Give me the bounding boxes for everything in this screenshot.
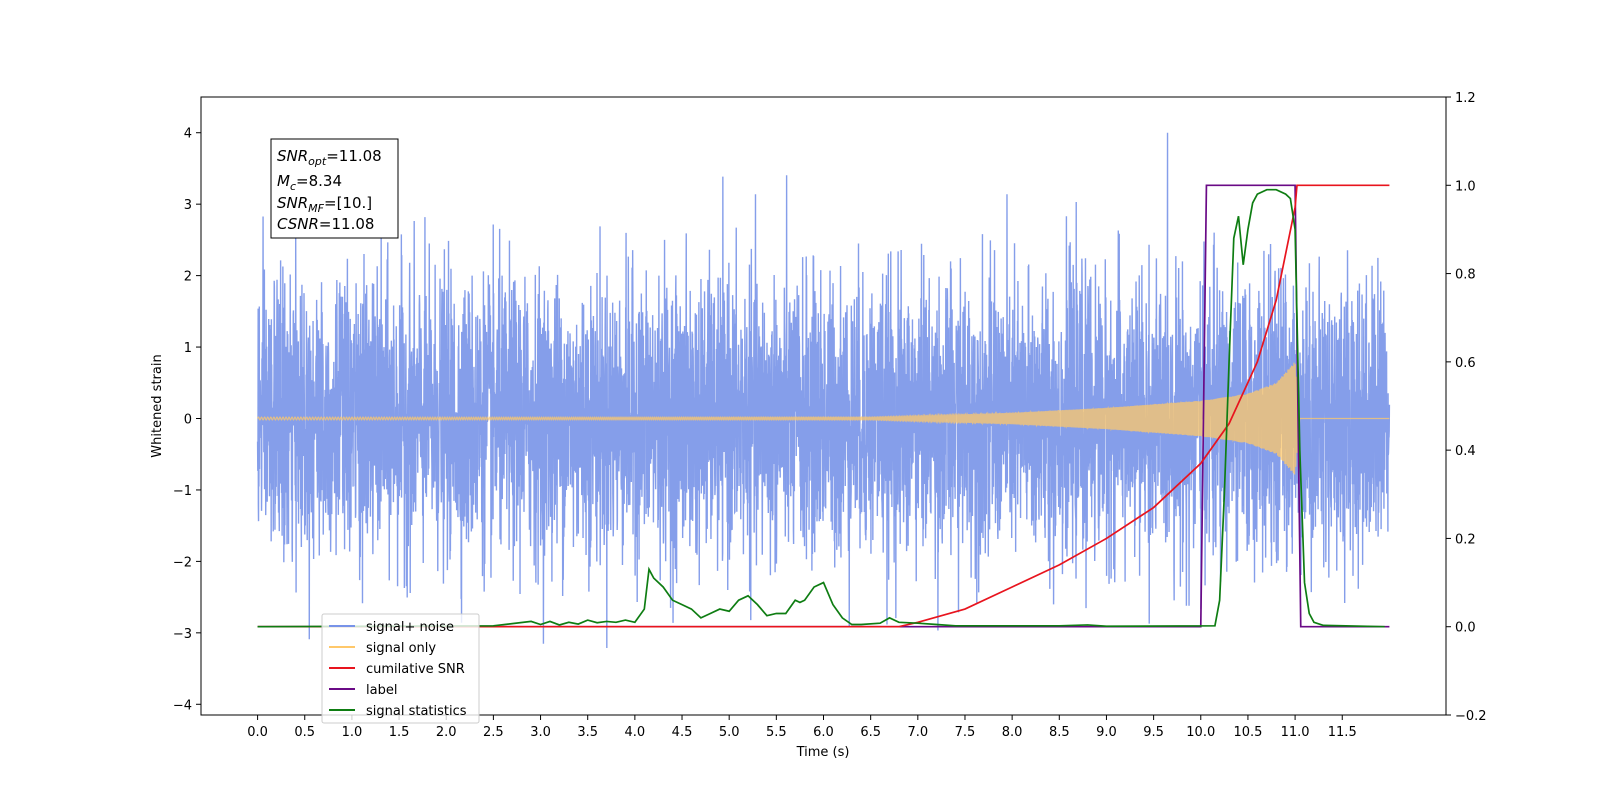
x-tick-label: 3.0 [530,725,551,740]
x-tick-label: 6.5 [860,725,881,740]
x-tick-label: 0.5 [294,725,315,740]
x-tick-label: 1.5 [389,725,410,740]
x-tick-label: 3.5 [577,725,598,740]
signal-statistics-line [257,188,1385,628]
y-axis-label: Whitened strain [150,354,165,457]
y2-tick-label: 0.8 [1455,268,1476,283]
legend-entry: signal only [366,641,436,656]
x-tick-label: 5.5 [766,725,787,740]
y-axis-left: −4 −3 −2 −1 0 1 2 3 4 [173,127,201,713]
x-tick-label: 4.0 [625,725,646,740]
y2-tick-label: −0.2 [1455,709,1487,724]
legend-entry: cumilative SNR [366,662,465,677]
cumilative-snr-line [257,184,1390,628]
y2-tick-label: 1.0 [1455,179,1476,194]
y-tick-label: 2 [184,270,192,285]
legend-entry: signal statistics [366,704,467,719]
plot-area [256,132,1391,649]
x-tick-label: 5.0 [719,725,740,740]
signal-only-series [257,362,1390,475]
annotation-line: Mc=8.34 [277,172,342,193]
x-tick-label: 0.0 [247,725,268,740]
x-tick-label: 9.0 [1096,725,1117,740]
y2-tick-label: 0.0 [1455,621,1476,636]
x-tick-label: 4.5 [672,725,693,740]
x-tick-label: 2.5 [483,725,504,740]
x-axis-label: Time (s) [796,745,850,760]
x-tick-label: 1.0 [342,725,363,740]
y-tick-label: −4 [173,698,192,713]
signal-only-line [257,362,1390,475]
y-tick-label: 0 [184,413,192,428]
x-tick-label: 11.0 [1281,725,1310,740]
signal-noise-series [256,132,1391,649]
x-tick-label: 10.0 [1186,725,1215,740]
right-axis-series [257,184,1390,628]
y2-tick-label: 1.2 [1455,91,1476,106]
x-tick-label: 7.0 [907,725,928,740]
y-tick-label: −1 [173,484,192,499]
annotation-box: SNRopt=11.08 Mc=8.34 SNRMF=[10.] CSNR=11… [270,138,399,239]
x-tick-label: 9.5 [1143,725,1164,740]
x-tick-label: 8.0 [1002,725,1023,740]
annotation-line: SNRMF=[10.] [277,194,372,215]
x-axis: 0.0 0.5 1.0 1.5 2.0 2.5 3.0 3.5 4.0 4.5 5.0 5.5 6.0 6… [247,715,1357,740]
x-tick-label: 11.5 [1328,725,1357,740]
y2-tick-label: 0.4 [1455,444,1476,459]
y2-tick-label: 0.6 [1455,356,1476,371]
x-tick-label: 6.0 [813,725,834,740]
signal-noise-line [256,132,1391,649]
y-tick-label: −3 [173,627,192,642]
y-tick-label: 3 [184,198,192,213]
legend: signal+ noise signal only cumilative SNR… [321,613,480,724]
label-line [257,184,1390,628]
y-tick-label: 1 [184,341,192,356]
y-axis-right: −0.2 0.0 0.2 0.4 0.6 0.8 1.0 1.2 [1446,91,1487,724]
x-tick-label: 10.5 [1233,725,1262,740]
y2-tick-label: 0.2 [1455,532,1476,547]
y-tick-label: 4 [184,127,192,142]
annotation-line: CSNR=11.08 [277,215,374,233]
annotation-line: SNRopt=11.08 [277,147,382,168]
x-tick-label: 8.5 [1049,725,1070,740]
legend-entry: label [366,683,397,698]
legend-entry: signal+ noise [366,620,454,635]
y-tick-label: −2 [173,555,192,570]
x-tick-label: 2.0 [436,725,457,740]
x-tick-label: 7.5 [955,725,976,740]
